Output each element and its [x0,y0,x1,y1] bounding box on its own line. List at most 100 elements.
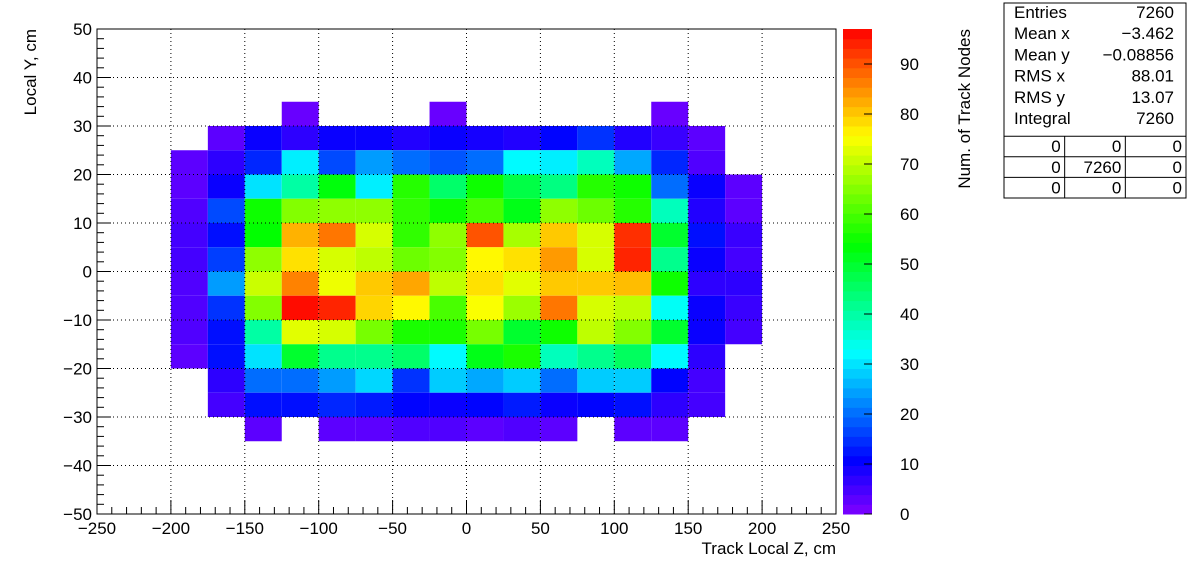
y-tick-label: −30 [63,408,92,427]
heat-cell [651,247,689,272]
heat-cell [688,392,726,417]
colorbar-band [843,397,872,408]
stats-value: −0.08856 [1103,45,1174,64]
heat-cell [466,368,504,393]
heat-cell [281,271,319,296]
overflow-cell: 0 [1051,158,1060,177]
heat-cell [392,174,430,199]
x-tick-label: 250 [822,519,850,538]
heat-cell [466,417,504,442]
heat-cell [577,271,615,296]
heat-cell [244,126,282,151]
colorbar-band [843,494,872,505]
colorbar-tick-label: 50 [900,255,919,274]
heat-cell [503,344,541,369]
colorbar-band [843,455,872,466]
x-tick-label: 200 [748,519,776,538]
heat-cell [577,247,615,272]
colorbar-tick-label: 90 [900,55,919,74]
heat-cell [614,126,652,151]
heat-cell [281,247,319,272]
heat-cell [466,392,504,417]
colorbar-band [843,358,872,369]
colorbar-band [843,261,872,272]
colorbar-tick-label: 40 [900,305,919,324]
stats-label: Integral [1014,109,1071,128]
heat-cell [392,417,430,442]
heat-cell [281,174,319,199]
colorbar-band [843,484,872,496]
heat-cell [503,223,541,248]
heat-cell [318,126,356,151]
stats-value: 7260 [1136,3,1174,22]
heat-cell [429,101,467,126]
heat-cell [503,368,541,393]
heat-cell [392,320,430,345]
heat-cell [688,344,726,369]
heat-cell [540,126,578,151]
heat-cell [355,368,393,393]
heat-cell [540,344,578,369]
y-tick-label: 0 [83,263,92,282]
heat-cell [466,174,504,199]
colorbar-tick-label: 60 [900,205,919,224]
heat-cell [614,320,652,345]
heat-cell [244,247,282,272]
heat-cell [429,126,467,151]
colorbar-band [843,504,872,515]
colorbar-band [843,29,872,40]
x-axis-title: Track Local Z, cm [702,539,836,558]
x-tick-label: −250 [78,519,116,538]
heat-cell [429,392,467,417]
y-tick-label: 30 [73,117,92,136]
heat-cell [725,247,763,272]
heat-cell [244,368,282,393]
heat-cell [577,392,615,417]
heat-cell [651,198,689,223]
y-tick-label: −10 [63,311,92,330]
colorbar-band [843,126,872,137]
colorbar-band [843,300,872,311]
heat-cell [429,417,467,442]
heat-cell [207,368,245,393]
y-tick-label: 40 [73,69,92,88]
heat-cell [318,247,356,272]
stats-label: Mean y [1014,45,1070,64]
heat-cell [688,247,726,272]
colorbar-band [843,193,872,205]
colorbar-band [843,77,872,88]
overflow-cell: 0 [1112,137,1121,156]
heat-cell [725,174,763,199]
heat-cell [651,271,689,296]
heat-cell [207,295,245,320]
heat-cell [577,320,615,345]
heat-cell [392,150,430,175]
heat-cell [429,344,467,369]
heat-cell [207,344,245,369]
heat-cell [392,247,430,272]
colorbar-band [843,135,872,146]
heat-cell [688,271,726,296]
heat-cell [429,174,467,199]
colorbar-band [843,368,872,379]
heat-cell [318,320,356,345]
heat-cell [318,223,356,248]
heat-cell [503,295,541,320]
heat-cell [466,295,504,320]
heat-cell [244,320,282,345]
heat-cell [281,295,319,320]
heat-cell [318,271,356,296]
heat-cell [281,198,319,223]
heat-cell [540,392,578,417]
heat-cell [429,295,467,320]
heat-cell [281,344,319,369]
heat-cell [466,344,504,369]
stats-label: Mean x [1014,24,1070,43]
heat-cell [207,223,245,248]
heat-cell [355,271,393,296]
colorbar-tick-label: 30 [900,355,919,374]
colorbar-band [843,223,872,234]
overflow-cell: 7260 [1084,158,1122,177]
heat-cell [244,174,282,199]
